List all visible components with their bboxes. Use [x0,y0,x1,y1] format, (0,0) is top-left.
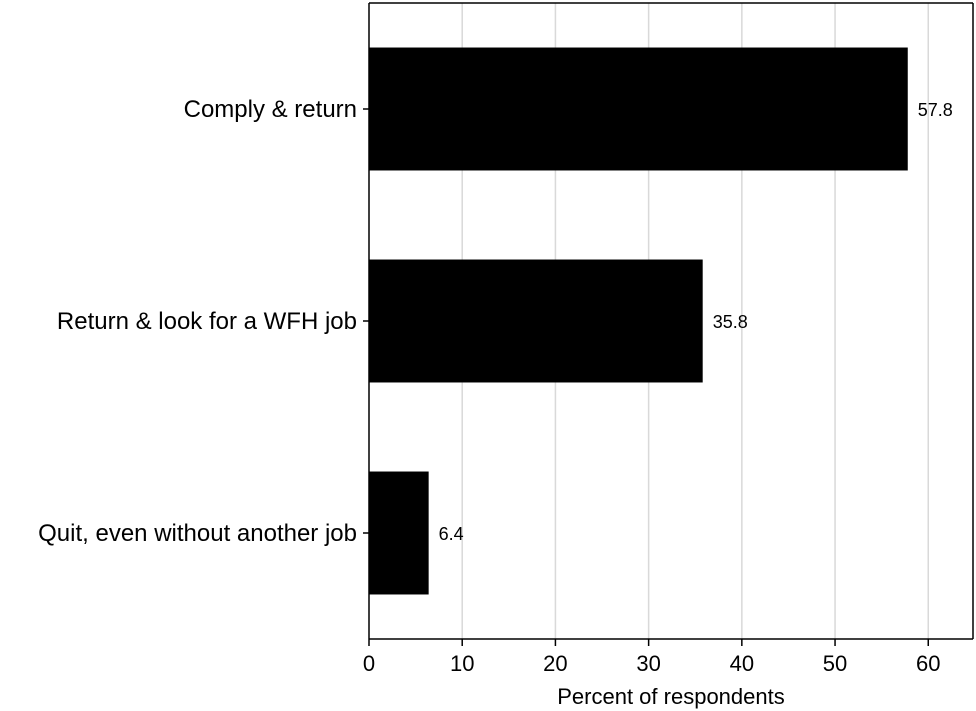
x-tick-label-30: 30 [636,651,660,676]
data-label-0: 57.8 [918,100,953,120]
x-tick-label-10: 10 [450,651,474,676]
category-label-1: Return & look for a WFH job [57,308,357,335]
bar-1 [369,259,703,383]
x-tick-label-40: 40 [730,651,754,676]
x-tick-label-50: 50 [823,651,847,676]
bars [369,47,908,595]
x-axis-title: Percent of respondents [557,684,784,709]
x-tick-label-0: 0 [363,651,375,676]
data-label-1: 35.8 [713,312,748,332]
x-tick-label-20: 20 [543,651,567,676]
x-tick-label-60: 60 [916,651,940,676]
bar-0 [369,47,908,171]
x-axis-ticks: 0 10 20 30 40 50 60 [363,108,941,676]
labels: Comply & return 57.8 Return & look for a W… [38,96,953,547]
category-label-2: Quit, even without another job [38,520,357,547]
data-label-2: 6.4 [439,524,464,544]
bar-2 [369,471,429,595]
category-label-0: Comply & return [184,96,357,123]
